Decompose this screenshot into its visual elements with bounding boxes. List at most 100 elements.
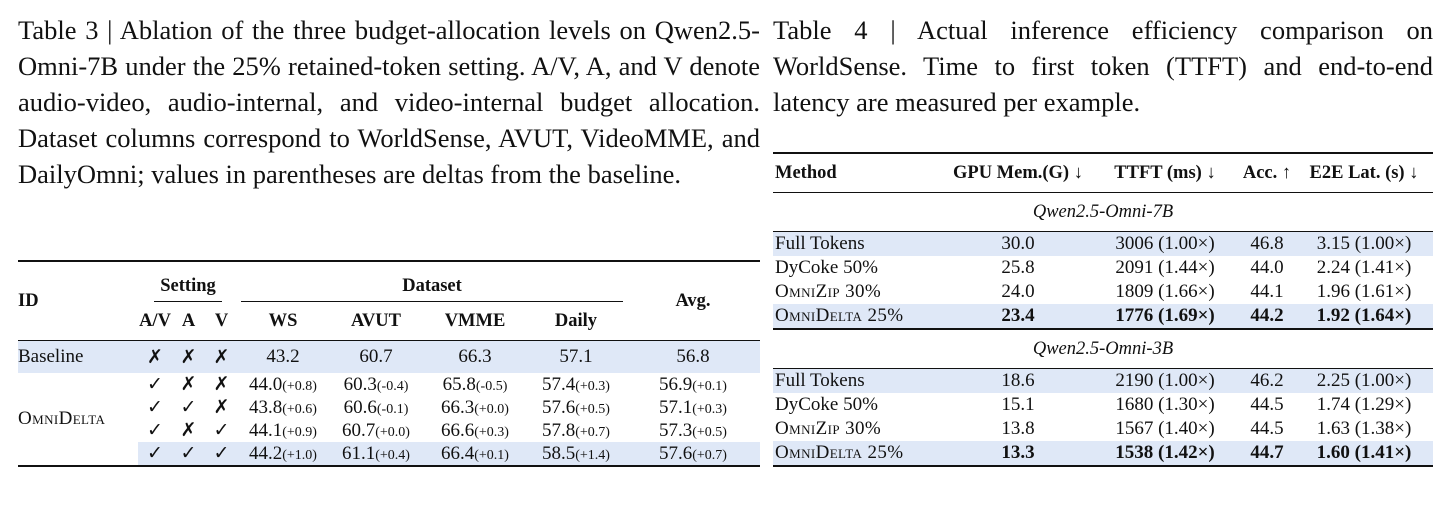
cell-value: 58.5 <box>542 442 576 464</box>
cell: 18.6 <box>945 368 1091 393</box>
header-acc: Acc. ↑ <box>1239 152 1295 193</box>
cell: 44.1(+0.9) <box>238 419 328 442</box>
cell-delta: (+0.3) <box>474 424 509 440</box>
method-cell: OmniDelta 25% <box>773 441 945 467</box>
cell: 57.8(+0.7) <box>526 419 626 442</box>
cell: ✗ <box>213 397 230 418</box>
header-dataset: Dataset <box>241 276 623 302</box>
method-cell: OmniDelta 25% <box>773 304 945 330</box>
cell: 44.7 <box>1239 441 1295 467</box>
cell-value: 43.8 <box>249 396 283 418</box>
cell-delta: (-0.1) <box>376 401 409 417</box>
row-id-baseline: Baseline <box>18 340 138 373</box>
cell: 3.15 (1.00×) <box>1295 231 1433 256</box>
cell: 44.5 <box>1250 418 1284 439</box>
cell: ✗ <box>213 374 230 395</box>
cell-delta: (+0.1) <box>692 378 727 394</box>
cell: 44.5 <box>1250 394 1284 415</box>
cell-delta: (+0.7) <box>692 447 727 463</box>
cell-value: 57.1 <box>659 396 693 418</box>
cell: 1567 (1.40×) <box>1115 418 1215 439</box>
cell-delta: (+0.5) <box>692 424 727 440</box>
cell: ✗ <box>205 340 238 373</box>
cell-value: 44.2 <box>249 442 283 464</box>
cell: 57.3(+0.5) <box>626 419 760 442</box>
table-row: Baseline ✗ ✗ ✗ 43.2 60.7 66.3 57.1 56.8 <box>18 340 760 373</box>
header-daily: Daily <box>554 310 598 331</box>
cell-delta: (+0.0) <box>474 401 509 417</box>
cell: 2.25 (1.00×) <box>1295 368 1433 393</box>
group-title: Qwen2.5-Omni-3B <box>773 328 1433 369</box>
cell: ✓ <box>147 397 163 418</box>
cell-delta: (+0.5) <box>575 401 610 417</box>
group-row: Qwen2.5-Omni-7B <box>773 192 1433 232</box>
cell-value: 56.9 <box>659 373 693 395</box>
cell: 43.2 <box>238 340 328 373</box>
cell-value: 61.1 <box>342 442 376 464</box>
cell: 61.1(+0.4) <box>328 442 424 467</box>
table4-block: Table 4 | Actual inference efficiency co… <box>773 0 1433 467</box>
header-a: A <box>181 310 196 331</box>
cell: 57.1 <box>526 340 626 373</box>
group-row: Qwen2.5-Omni-3B <box>773 328 1433 369</box>
cell: 65.8(-0.5) <box>424 373 526 396</box>
cell: 44.0 <box>1250 257 1284 278</box>
table4-caption: Table 4 | Actual inference efficiency co… <box>773 15 1433 117</box>
cell-delta: (+0.8) <box>282 378 317 394</box>
cell-delta: (+0.4) <box>375 447 410 463</box>
cell: 1.92 (1.64×) <box>1295 304 1433 330</box>
cell: 30.0 <box>945 231 1091 256</box>
header-method: Method <box>773 152 945 193</box>
cell: 1680 (1.30×) <box>1115 394 1215 415</box>
header-ws: WS <box>268 310 298 331</box>
header-gpu: GPU Mem.(G) ↓ <box>945 152 1091 193</box>
table-row: OmniDelta 25% 13.3 1538 (1.42×) 44.7 1.60 (1… <box>773 441 1433 467</box>
cell: 1.63 (1.38×) <box>1316 418 1412 439</box>
cell-delta: (+0.7) <box>575 424 610 440</box>
cell: 15.1 <box>1001 394 1035 415</box>
cell-value: 66.4 <box>441 442 475 464</box>
cell-value: 57.6 <box>659 442 693 464</box>
cell: ✗ <box>172 340 205 373</box>
cell: 57.6(+0.7) <box>626 442 760 467</box>
cell-value: 57.8 <box>542 419 576 441</box>
cell: 1.74 (1.29×) <box>1316 394 1412 415</box>
header-av: A/V <box>139 310 171 331</box>
method-cell: OmniZip 30% <box>775 418 882 439</box>
cell: 66.6(+0.3) <box>424 419 526 442</box>
cell: ✓ <box>213 420 230 441</box>
cell-value: 66.3 <box>441 396 475 418</box>
cell: 57.6(+0.5) <box>526 396 626 419</box>
header-ttft: TTFT (ms) ↓ <box>1091 152 1239 193</box>
method-cell: Full Tokens <box>773 368 945 393</box>
cell-value: 44.0 <box>249 373 283 395</box>
cell-delta: (+1.4) <box>575 447 610 463</box>
table-row: OmniDelta 25% 23.4 1776 (1.69×) 44.2 1.92 (1… <box>773 304 1433 330</box>
cell: ✓ <box>138 442 172 467</box>
method-cell: OmniZip 30% <box>775 281 882 302</box>
cell: ✗ <box>180 420 197 441</box>
cell-delta: (+0.1) <box>474 447 509 463</box>
table-row: DyCoke 50% 25.8 2091 (1.44×) 44.0 2.24 (1.41… <box>773 256 1433 280</box>
cell: ✓ <box>205 442 238 467</box>
cell: 23.4 <box>945 304 1091 330</box>
cell: 60.3(-0.4) <box>328 373 424 396</box>
cell-value: 66.6 <box>441 419 475 441</box>
cell: 66.4(+0.1) <box>424 442 526 467</box>
cell: 46.8 <box>1239 231 1295 256</box>
header-avut: AVUT <box>350 310 402 331</box>
header-v: V <box>214 310 229 331</box>
cell: 1776 (1.69×) <box>1091 304 1239 330</box>
cell: ✗ <box>138 340 172 373</box>
header-setting: Setting <box>154 276 222 302</box>
table3: ID Setting Dataset Avg. A/V A V WS AVUT … <box>18 260 760 467</box>
header-e2e: E2E Lat. (s) ↓ <box>1295 152 1433 193</box>
table-row: OmniZip 30% 13.8 1567 (1.40×) 44.5 1.63 (1.3… <box>773 417 1433 441</box>
cell-value: 60.6 <box>343 396 377 418</box>
cell-value: 60.3 <box>343 373 377 395</box>
table-row: Full Tokens 18.6 2190 (1.00×) 46.2 2.25 (1.0… <box>773 368 1433 393</box>
cell: 60.6(-0.1) <box>328 396 424 419</box>
cell-value: 44.1 <box>249 419 283 441</box>
cell: 2.24 (1.41×) <box>1316 257 1412 278</box>
cell: ✓ <box>180 397 197 418</box>
